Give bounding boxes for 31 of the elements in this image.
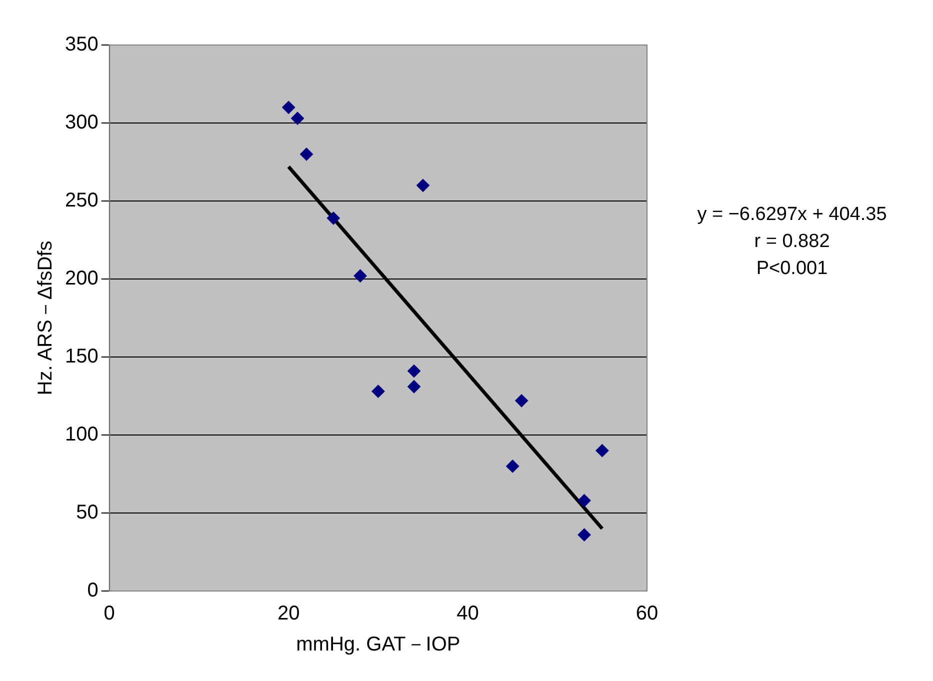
point	[506, 460, 520, 473]
point	[408, 380, 421, 394]
point	[408, 364, 421, 378]
y-tick-label: 350	[64, 34, 98, 56]
y-tick-label: 150	[64, 346, 98, 368]
point	[300, 148, 313, 161]
y-axis-title: Hz. ARS－ΔfsDfs	[34, 240, 57, 396]
point	[354, 269, 367, 282]
point	[515, 394, 528, 408]
x-axis-title: mmHg. GAT－IOP	[296, 634, 460, 656]
point	[578, 494, 591, 508]
y-tick-label: 200	[64, 268, 98, 290]
text: r = 0.882	[754, 231, 830, 252]
point	[291, 112, 304, 125]
x-tick-label: 20	[277, 602, 300, 625]
y-tick-label: 250	[64, 190, 98, 212]
y-tick-label: 50	[76, 502, 98, 524]
point	[282, 100, 296, 114]
point	[596, 444, 609, 458]
point	[416, 178, 430, 192]
x-tick-label: 0	[104, 602, 115, 625]
x-tick-label: 40	[456, 602, 479, 625]
y-tick-label: 100	[64, 424, 98, 446]
point	[578, 528, 591, 542]
y-tick-label: 0	[87, 580, 98, 602]
point	[372, 384, 385, 398]
text: y = −6.6297x + 404.35	[697, 204, 887, 226]
y-tick-label: 300	[64, 112, 98, 134]
x-tick-label: 60	[636, 602, 658, 625]
text: P<0.001	[756, 258, 828, 280]
point	[326, 212, 340, 225]
